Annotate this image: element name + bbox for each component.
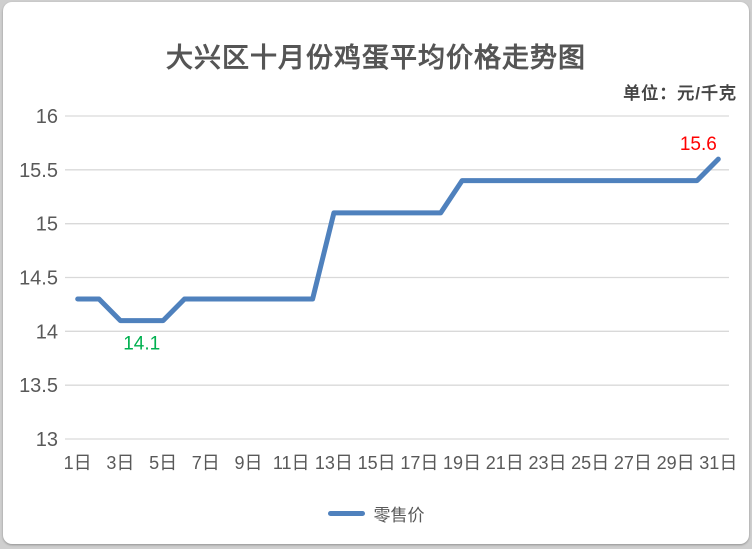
x-tick-label: 9日 (235, 453, 263, 473)
x-tick-label: 25日 (571, 453, 609, 473)
legend-series-label: 零售价 (373, 506, 425, 525)
y-tick-label: 13 (36, 429, 58, 451)
y-tick-label: 14.5 (19, 268, 58, 290)
x-tick-label: 7日 (192, 453, 220, 473)
y-tick-label: 14 (36, 321, 58, 343)
x-tick-label: 15日 (358, 453, 396, 473)
x-tick-label: 31日 (699, 453, 737, 473)
y-tick-label: 13.5 (19, 375, 58, 397)
chart-card: 大兴区十月份鸡蛋平均价格走势图 单位：元/千克 16 15.5 15 14.5 14 13… (3, 2, 749, 544)
legend-line-icon (327, 511, 365, 516)
x-tick-label: 17日 (400, 453, 438, 473)
x-tick-label: 11日 (273, 453, 310, 473)
x-tick-label: 21日 (486, 453, 524, 473)
x-tick-label: 29日 (657, 453, 695, 473)
data-label-low: 14.1 (123, 334, 160, 355)
x-tick-label: 3日 (106, 453, 134, 473)
data-label-high: 15.6 (680, 134, 717, 155)
x-tick-label: 13日 (315, 453, 353, 473)
x-tick-label: 1日 (64, 453, 92, 473)
x-tick-label: 27日 (614, 453, 652, 473)
price-line (75, 156, 721, 324)
x-tick-label: 19日 (443, 453, 481, 473)
x-tick-label: 5日 (149, 453, 177, 473)
unit-label: 单位：元/千克 (623, 84, 737, 103)
y-tick-label: 16 (36, 106, 58, 128)
y-tick-label: 15 (36, 214, 58, 236)
x-tick-label: 23日 (528, 453, 566, 473)
y-tick-label: 15.5 (19, 160, 58, 182)
chart-title: 大兴区十月份鸡蛋平均价格走势图 (166, 43, 586, 73)
chart-legend: 零售价 (3, 501, 749, 526)
